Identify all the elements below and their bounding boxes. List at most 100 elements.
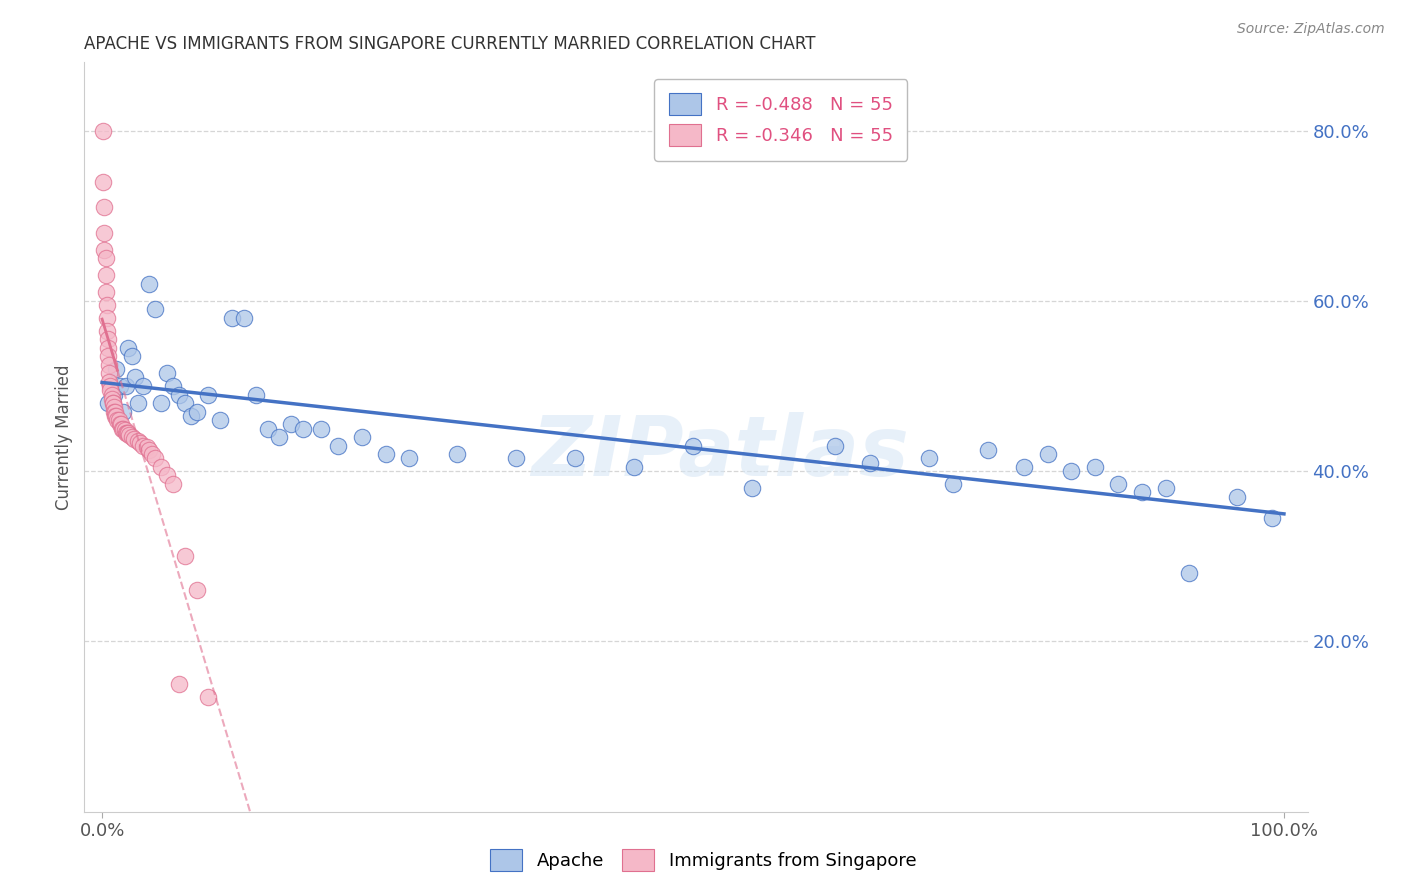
Point [209, 413, 232, 427]
Point [114, 379, 136, 393]
Point [156, 468, 179, 483]
Point [97, 332, 120, 346]
Point [114, 425, 136, 440]
Point [156, 366, 179, 380]
Point [104, 409, 127, 423]
Point [93, 243, 115, 257]
Point [245, 387, 267, 401]
Legend: Apache, Immigrants from Singapore: Apache, Immigrants from Singapore [482, 842, 924, 879]
Point [91, 175, 114, 189]
Point [505, 451, 527, 466]
Point [186, 583, 208, 598]
Point [143, 302, 166, 317]
Point [1060, 464, 1083, 478]
Point [121, 430, 143, 444]
Point [93, 200, 115, 214]
Point [105, 362, 128, 376]
Point [127, 396, 149, 410]
Point [292, 421, 315, 435]
Point [103, 401, 125, 415]
Point [859, 456, 882, 470]
Point [197, 690, 219, 704]
Point [141, 447, 163, 461]
Point [1130, 485, 1153, 500]
Point [173, 396, 195, 410]
Point [104, 404, 127, 418]
Point [94, 285, 117, 300]
Point [110, 417, 132, 432]
Point [91, 123, 114, 137]
Point [162, 476, 184, 491]
Point [221, 310, 243, 325]
Point [117, 341, 139, 355]
Point [977, 442, 1000, 457]
Point [824, 439, 846, 453]
Point [98, 366, 121, 380]
Point [150, 459, 173, 474]
Point [232, 310, 254, 325]
Point [269, 430, 291, 444]
Point [167, 387, 190, 401]
Point [918, 451, 941, 466]
Point [108, 379, 131, 393]
Point [180, 409, 202, 423]
Point [96, 298, 118, 312]
Point [96, 324, 118, 338]
Point [127, 434, 149, 449]
Point [942, 476, 965, 491]
Point [150, 396, 173, 410]
Point [136, 440, 159, 454]
Point [309, 421, 332, 435]
Point [124, 370, 146, 384]
Point [564, 451, 586, 466]
Point [97, 396, 120, 410]
Point [280, 417, 302, 432]
Point [96, 310, 118, 325]
Point [100, 387, 122, 401]
Point [122, 432, 145, 446]
Point [93, 226, 115, 240]
Point [107, 413, 129, 427]
Point [167, 677, 190, 691]
Point [623, 459, 645, 474]
Point [256, 421, 278, 435]
Point [398, 451, 420, 466]
Point [138, 442, 160, 457]
Point [138, 277, 160, 291]
Point [97, 341, 120, 355]
Point [132, 379, 155, 393]
Point [121, 349, 143, 363]
Point [103, 387, 125, 401]
Point [117, 425, 139, 440]
Point [1154, 481, 1177, 495]
Y-axis label: Currently Married: Currently Married [55, 364, 73, 510]
Point [352, 430, 374, 444]
Point [197, 387, 219, 401]
Point [1012, 459, 1035, 474]
Point [101, 396, 124, 410]
Text: ZIPatlas: ZIPatlas [531, 411, 910, 492]
Point [98, 384, 121, 398]
Point [129, 436, 152, 450]
Point [103, 404, 125, 418]
Point [105, 409, 128, 423]
Point [162, 379, 184, 393]
Point [97, 349, 120, 363]
Point [100, 392, 122, 406]
Point [115, 425, 138, 440]
Legend: R = -0.488   N = 55, R = -0.346   N = 55: R = -0.488 N = 55, R = -0.346 N = 55 [654, 79, 907, 161]
Point [1178, 566, 1201, 581]
Point [101, 396, 124, 410]
Point [98, 358, 121, 372]
Point [328, 439, 350, 453]
Point [682, 439, 704, 453]
Point [173, 549, 195, 564]
Point [1108, 476, 1130, 491]
Point [1084, 459, 1107, 474]
Text: Source: ZipAtlas.com: Source: ZipAtlas.com [1237, 22, 1385, 37]
Text: APACHE VS IMMIGRANTS FROM SINGAPORE CURRENTLY MARRIED CORRELATION CHART: APACHE VS IMMIGRANTS FROM SINGAPORE CURR… [84, 35, 815, 53]
Point [143, 451, 166, 466]
Point [132, 439, 155, 453]
Point [114, 423, 136, 437]
Point [446, 447, 468, 461]
